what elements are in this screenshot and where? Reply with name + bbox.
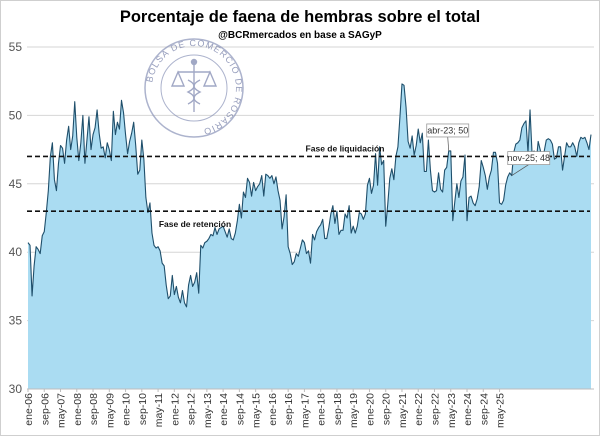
y-tick-label: 40 [9,245,23,259]
x-tick-label: sep-20 [381,393,393,425]
x-tick-label: sep-10 [137,393,149,425]
x-tick-label: sep-06 [39,393,51,425]
series-area [28,83,591,389]
x-tick-label: may-25 [495,393,507,428]
y-tick-label: 55 [9,40,23,54]
x-tick-label: may-13 [202,393,214,428]
x-tick-label: sep-14 [234,393,246,425]
annotation-box [507,151,551,165]
annotation-box [426,123,470,138]
x-tick-label: ene-08 [72,393,84,426]
x-tick-label: sep-16 [283,393,295,425]
annotations: abr-23; 50 nov-25; 48 [426,123,551,176]
x-tick-label: ene-24 [462,393,474,426]
annotation-leader [511,164,529,176]
caduceus-icon [170,58,218,112]
reference-line-label: Fase de retención [159,219,231,229]
x-tick-label: ene-16 [267,393,279,426]
x-tick-label: may-15 [251,393,263,428]
x-tick-label: may-11 [153,393,165,427]
annotation-leader [447,136,450,151]
chart-subtitle: @BCRmercados en base a SAGyP [218,30,382,41]
y-tick-label: 45 [9,177,23,191]
y-axis: 30 35 40 45 50 55 [9,40,23,396]
x-axis: ene-06 sep-06 may-07 ene-08 sep-08 may-09 ene-… [23,388,594,428]
chart-title: Porcentaje de faena de hembras sobre el … [120,8,480,26]
x-tick-label: may-23 [446,393,458,428]
x-tick-label: ene-06 [23,393,35,426]
x-tick-label: ene-22 [413,393,425,426]
area-layer [27,83,592,389]
x-tick-label: may-17 [299,393,311,428]
y-tick-label: 30 [9,382,23,396]
x-tick-label: may-19 [348,393,360,428]
x-tick-label: ene-10 [121,393,133,426]
x-tick-label: may-07 [56,393,68,428]
x-tick-label: ene-18 [316,393,328,426]
annotation-label: nov-25; 48 [507,153,550,163]
reference-lines: Fase de liquidación Fase de retención [27,143,590,229]
annotation-label: abr-23; 50 [427,125,468,135]
x-tick-label: sep-08 [88,393,100,425]
y-tick-label: 50 [9,108,23,122]
y-tick-label: 35 [9,314,23,328]
reference-line-label: Fase de liquidación [306,143,385,153]
x-tick-label: sep-22 [429,393,441,425]
series-line [27,83,592,308]
x-tick-label: sep-12 [186,393,198,425]
x-tick-label: may-09 [104,393,116,428]
x-tick-label: may-21 [397,393,409,428]
x-tick-label: ene-12 [169,393,181,426]
bcr-logo: BOLSA DE COMERCIO DE ROSARIO [144,38,244,138]
x-tick-label: sep-18 [332,393,344,425]
x-tick-label: sep-24 [478,393,490,425]
x-tick-label: ene-20 [364,393,376,426]
x-tick-label: ene-14 [218,393,230,426]
